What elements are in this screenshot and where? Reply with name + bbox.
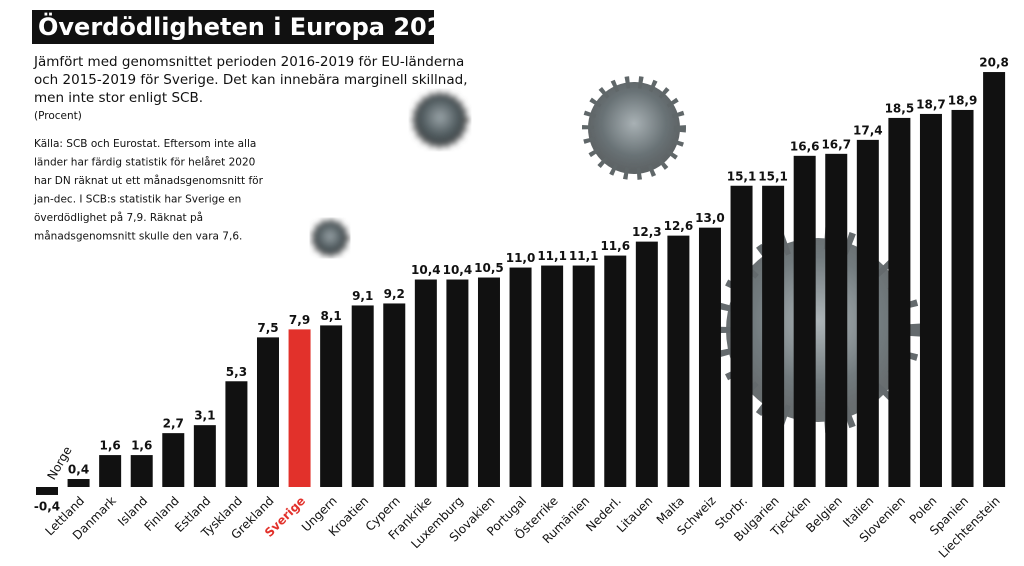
value-label: 18,7 xyxy=(916,97,946,111)
unit-note: (Procent) xyxy=(34,110,82,122)
bar xyxy=(193,425,216,487)
value-label: 11,1 xyxy=(569,249,599,263)
value-label: 15,1 xyxy=(758,169,788,183)
value-label: 9,2 xyxy=(384,287,405,301)
subtitle: och 2015-2019 för Sverige. Det kan inneb… xyxy=(34,72,468,88)
bar xyxy=(856,139,879,487)
subtitle: men inte stor enligt SCB. xyxy=(34,90,203,106)
subtitle: Jämfört med genomsnittet perioden 2016-2… xyxy=(33,54,464,70)
value-label: 2,7 xyxy=(163,417,184,431)
bar xyxy=(667,235,690,487)
value-label: 18,9 xyxy=(948,93,978,107)
value-label: 10,4 xyxy=(443,263,473,277)
value-label: 16,7 xyxy=(821,137,851,151)
source-note: har DN räknat ut ett månadsgenomsnitt fö… xyxy=(34,174,264,187)
value-label: 18,5 xyxy=(885,101,915,115)
bar xyxy=(509,267,532,487)
source-note: länder har färdig statistik för helåret … xyxy=(34,156,255,169)
value-label: 7,5 xyxy=(257,321,278,335)
bar xyxy=(604,255,627,487)
bar xyxy=(730,185,753,487)
bar xyxy=(162,433,185,487)
bar xyxy=(67,479,90,487)
bar xyxy=(541,265,564,487)
value-label: 1,6 xyxy=(100,439,121,453)
value-label: 9,1 xyxy=(352,289,373,303)
value-label: 7,9 xyxy=(289,313,310,327)
source-note: överdödlighet på 7,9. Räknat på xyxy=(34,211,203,224)
bar xyxy=(256,337,279,487)
title-box xyxy=(32,10,434,44)
value-label: 5,3 xyxy=(226,365,247,379)
source-note: Källa: SCB och Eurostat. Eftersom inte a… xyxy=(34,138,256,150)
value-label: 11,0 xyxy=(506,251,536,265)
source-note: månadsgenomsnitt skulle den vara 7,6. xyxy=(34,230,242,243)
chart-title: Överdödligheten i Europa 2020 xyxy=(38,11,460,41)
value-label: 12,6 xyxy=(664,219,694,233)
value-label: 11,1 xyxy=(537,249,567,263)
bar xyxy=(351,305,374,487)
bar xyxy=(320,325,343,487)
bar xyxy=(983,72,1006,487)
value-label: -0,4 xyxy=(34,499,60,513)
value-label: 20,8 xyxy=(979,56,1009,70)
bar xyxy=(762,185,785,487)
bar xyxy=(288,329,311,487)
bar xyxy=(225,381,248,487)
bar xyxy=(36,487,58,495)
bar xyxy=(446,279,469,487)
value-label: 13,0 xyxy=(695,211,725,225)
bar xyxy=(572,265,595,487)
value-label: 1,6 xyxy=(131,439,152,453)
value-label: 10,5 xyxy=(474,261,504,275)
value-label: 11,6 xyxy=(600,239,630,253)
bar xyxy=(383,303,406,487)
value-label: 10,4 xyxy=(411,263,441,277)
bar xyxy=(951,109,974,487)
value-label: 16,6 xyxy=(790,139,820,153)
bar xyxy=(414,279,437,487)
value-label: 17,4 xyxy=(853,123,883,137)
bar xyxy=(793,155,816,487)
source-note: jan-dec. I SCB:s statistik har Sverige e… xyxy=(33,194,241,206)
value-label: 8,1 xyxy=(320,309,341,323)
bar xyxy=(825,153,848,487)
bar xyxy=(635,241,658,487)
value-label: 0,4 xyxy=(68,463,89,477)
bar xyxy=(99,455,122,487)
bar xyxy=(919,113,942,487)
bar xyxy=(888,117,911,488)
value-label: 12,3 xyxy=(632,225,662,239)
bar xyxy=(698,227,721,487)
value-label: 3,1 xyxy=(194,409,215,423)
bar xyxy=(477,277,500,487)
bar xyxy=(130,455,153,487)
value-label: 15,1 xyxy=(727,169,757,183)
